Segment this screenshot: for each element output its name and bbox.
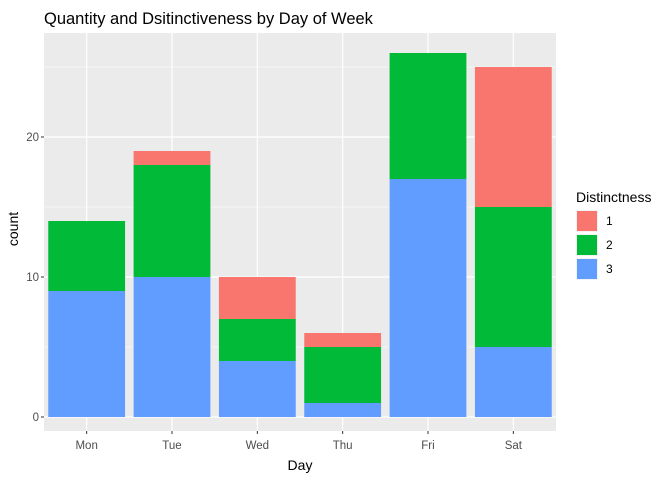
- bar-fri-distinctness-2: [389, 53, 467, 179]
- bar-sat-distinctness-3: [474, 347, 552, 417]
- bar-tue-distinctness-1: [133, 151, 211, 165]
- x-tick-label: Wed: [246, 440, 269, 452]
- legend-title: Distinctness: [576, 189, 651, 205]
- x-axis: Mon Tue Wed Thu Fri Sat: [75, 431, 523, 452]
- legend-label-2: 2: [606, 238, 613, 252]
- y-tick-label: 0: [33, 412, 39, 424]
- bar-mon-distinctness-3: [48, 291, 126, 417]
- legend-swatch-3: [577, 259, 597, 279]
- legend-swatch-1: [577, 211, 597, 231]
- legend: Distinctness 1 2 3: [576, 189, 651, 280]
- x-tick-label: Thu: [333, 440, 353, 452]
- y-tick-label: 10: [26, 272, 39, 284]
- x-tick-label: Sat: [505, 440, 523, 452]
- legend-label-1: 1: [606, 214, 613, 228]
- x-tick-label: Tue: [162, 440, 181, 452]
- chart-title: Quantity and Dsitinctiveness by Day of W…: [44, 10, 374, 28]
- bar-tue-distinctness-3: [133, 277, 211, 417]
- bar-thu-distinctness-3: [304, 403, 382, 417]
- bar-fri-distinctness-3: [389, 179, 467, 417]
- y-tick-label: 20: [26, 132, 39, 144]
- bar-wed-distinctness-1: [218, 277, 296, 319]
- minor-gridlines: [44, 66, 556, 348]
- bar-sat-distinctness-2: [474, 207, 552, 347]
- bar-tue-distinctness-2: [133, 165, 211, 277]
- y-axis: 0 10 20: [26, 132, 44, 424]
- bar-wed-distinctness-3: [218, 361, 296, 417]
- legend-label-3: 3: [606, 262, 613, 276]
- x-tick-label: Mon: [75, 440, 97, 452]
- bar-wed-distinctness-2: [218, 319, 296, 361]
- y-axis-title: count: [5, 212, 21, 246]
- bar-mon-distinctness-2: [48, 221, 126, 291]
- bar-thu-distinctness-2: [304, 347, 382, 403]
- plot-panel: [44, 33, 556, 431]
- x-axis-title: Day: [288, 457, 313, 473]
- bar-sat-distinctness-1: [474, 67, 552, 207]
- x-tick-label: Fri: [421, 440, 434, 452]
- bars: [48, 53, 552, 417]
- bar-thu-distinctness-1: [304, 333, 382, 347]
- legend-swatch-2: [577, 235, 597, 255]
